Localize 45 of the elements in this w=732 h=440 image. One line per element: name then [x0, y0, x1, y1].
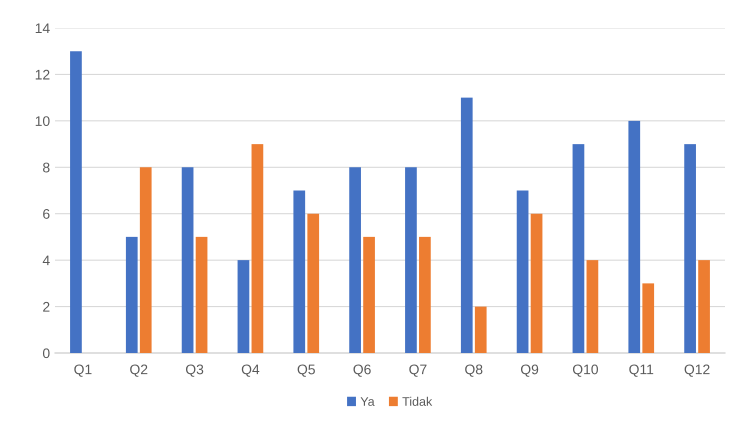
- x-tick-label: Q7: [409, 364, 426, 377]
- bar: [349, 167, 361, 353]
- y-tick-label: 0: [42, 348, 50, 358]
- bar: [586, 260, 598, 353]
- bar: [140, 167, 152, 353]
- bar: [516, 190, 528, 353]
- bar: [238, 260, 250, 353]
- y-tick-label: 8: [43, 162, 50, 172]
- y-tick-label: 6: [43, 209, 50, 219]
- bar: [460, 98, 473, 353]
- bar: [419, 236, 431, 353]
- bar: [530, 214, 542, 353]
- y-tick-label: 10: [36, 116, 50, 126]
- bar: [70, 51, 82, 353]
- x-tick-label: Q3: [186, 364, 204, 377]
- x-tick-label: Q11: [629, 364, 654, 377]
- bar: [698, 260, 710, 353]
- x-tick-label: Q5: [298, 364, 315, 377]
- bar: [628, 120, 640, 353]
- bar: [252, 144, 264, 353]
- x-tick-label: Q12: [684, 364, 710, 377]
- y-tick-label: 4: [42, 256, 50, 266]
- legend-label: Tidak: [402, 396, 432, 406]
- bar: [642, 283, 654, 353]
- y-tick-label: 14: [36, 23, 50, 34]
- y-tick-label: 12: [36, 70, 50, 80]
- bar: [363, 236, 375, 353]
- y-tick-label: 2: [43, 302, 50, 312]
- x-tick-label: Q4: [242, 364, 260, 377]
- legend-label: Ya: [360, 397, 375, 406]
- x-tick-label: Q1: [74, 364, 92, 377]
- x-tick-label: Q10: [572, 364, 598, 377]
- bar: [307, 214, 320, 353]
- bar: [196, 236, 208, 353]
- x-tick-label: Q6: [353, 364, 371, 377]
- x-tick-label: Q2: [130, 364, 148, 377]
- bar: [293, 190, 306, 353]
- bar: [474, 306, 487, 353]
- bar: [572, 144, 584, 353]
- x-tick-label: Q9: [520, 364, 538, 377]
- x-tick-label: Q8: [465, 364, 482, 377]
- bar: [126, 236, 138, 353]
- bar: [684, 144, 696, 353]
- bar: [405, 167, 417, 353]
- bar: [182, 167, 194, 353]
